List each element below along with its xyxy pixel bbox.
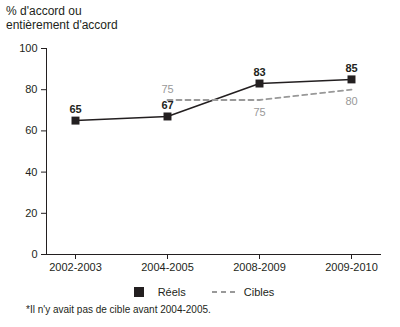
svg-text:80: 80 [345, 95, 357, 107]
svg-text:80: 80 [25, 83, 37, 95]
svg-text:75: 75 [161, 83, 173, 95]
html-text:*Il n'y avait pas de cible ava: *Il n'y avait pas de cible avant 2004-20… [26, 304, 211, 315]
html-text:Réels: Réels [157, 286, 186, 298]
svg-text:2009-2010: 2009-2010 [325, 261, 378, 273]
svg-text:83: 83 [253, 66, 265, 78]
svg-text:60: 60 [25, 124, 37, 136]
html-text:Cibles: Cibles [243, 286, 275, 298]
svg-text:85: 85 [345, 62, 357, 74]
svg-text:100: 100 [19, 42, 37, 54]
svg-text:65: 65 [69, 103, 81, 115]
svg-text:75: 75 [253, 106, 265, 118]
svg-text:2008-2009: 2008-2009 [233, 261, 286, 273]
svg-text:40: 40 [25, 166, 37, 178]
svg-text:67: 67 [161, 99, 174, 111]
svg-text:20: 20 [25, 207, 37, 219]
html-text:% d'accord ou entièrement d'ac: % d'accord ou entièrement d'accord [6, 4, 118, 32]
svg-text:2002-2003: 2002-2003 [49, 261, 102, 273]
svg-text:2004-2005: 2004-2005 [141, 261, 194, 273]
svg-text:0: 0 [31, 248, 37, 260]
